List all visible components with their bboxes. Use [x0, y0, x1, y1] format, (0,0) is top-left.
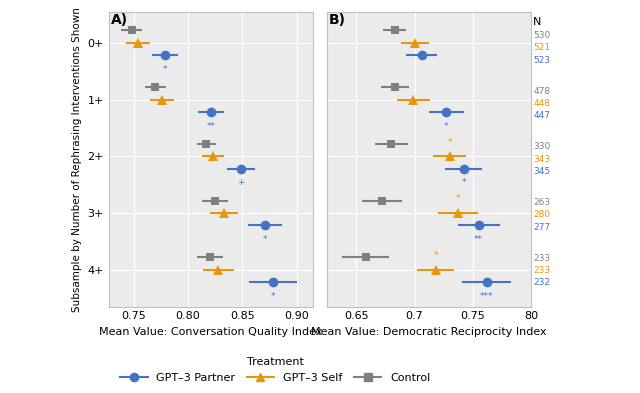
- Text: *: *: [461, 178, 466, 187]
- Text: ***: ***: [480, 292, 493, 301]
- Text: **: **: [206, 122, 215, 131]
- Text: 447: 447: [533, 111, 550, 120]
- Text: 448: 448: [533, 99, 550, 108]
- X-axis label: Mean Value: Conversation Quality Index: Mean Value: Conversation Quality Index: [99, 327, 323, 337]
- Text: B): B): [329, 13, 346, 27]
- Text: 280: 280: [533, 210, 550, 219]
- Text: 521: 521: [533, 44, 550, 52]
- Text: *: *: [263, 235, 268, 244]
- Text: 233: 233: [533, 253, 550, 263]
- Text: 277: 277: [533, 222, 550, 231]
- Text: *: *: [447, 138, 452, 147]
- X-axis label: Mean Value: Democratic Reciprocity Index: Mean Value: Democratic Reciprocity Index: [311, 327, 547, 337]
- Legend: GPT–3 Partner, GPT–3 Self, Control: GPT–3 Partner, GPT–3 Self, Control: [115, 353, 435, 387]
- Text: 530: 530: [533, 31, 550, 40]
- Text: **: **: [474, 235, 483, 244]
- Text: *: *: [444, 122, 449, 131]
- Y-axis label: Subsample by Number of Rephrasing Interventions Shown: Subsample by Number of Rephrasing Interv…: [72, 7, 82, 312]
- Text: 233: 233: [533, 266, 550, 275]
- Text: 523: 523: [533, 56, 550, 65]
- Text: N: N: [533, 17, 541, 28]
- Text: A): A): [111, 13, 128, 27]
- Text: *: *: [163, 65, 168, 74]
- Text: 478: 478: [533, 87, 550, 96]
- Text: 343: 343: [533, 155, 550, 163]
- Text: *: *: [456, 195, 460, 204]
- Text: *: *: [271, 292, 275, 301]
- Text: *: *: [433, 251, 438, 260]
- Text: 345: 345: [533, 167, 550, 176]
- Text: 232: 232: [533, 278, 550, 287]
- Text: 263: 263: [533, 198, 550, 207]
- Text: 330: 330: [533, 142, 550, 151]
- Text: +: +: [237, 178, 245, 187]
